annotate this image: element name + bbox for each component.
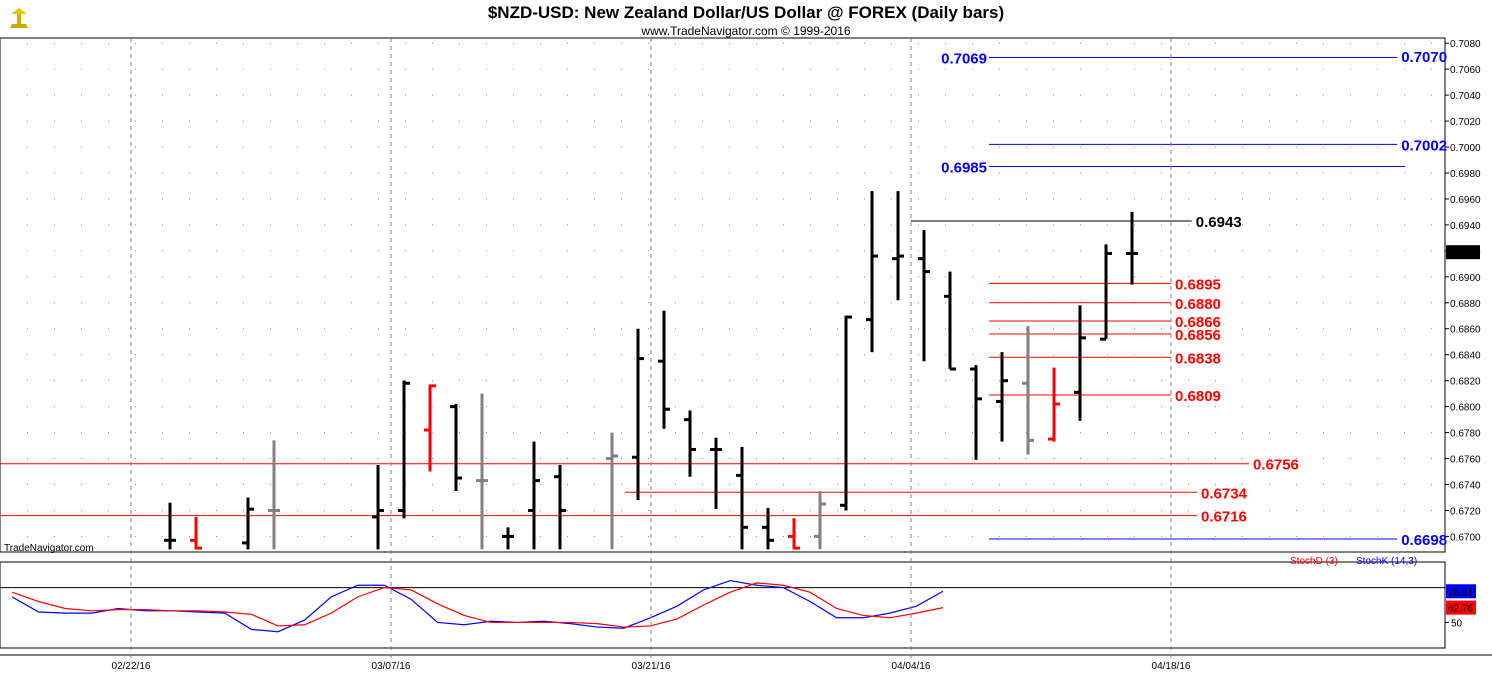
ohlc-bar	[502, 527, 514, 550]
stoch-d-value: 62.76	[1448, 604, 1473, 615]
stoch-legend-entry: StochD (3)	[1290, 556, 1338, 567]
price-tick-label: 0.6740	[1450, 481, 1481, 492]
level-label: 0.6895	[1175, 276, 1221, 293]
level-label: 0.7069	[941, 50, 987, 67]
date-tick-label: 04/04/16	[892, 661, 931, 672]
level-label: 0.6943	[1196, 214, 1242, 231]
ohlc-bar	[164, 502, 176, 550]
chart-title: $NZD-USD: New Zealand Dollar/US Dollar @…	[488, 3, 1004, 22]
stoch-tick-label: 50	[1451, 618, 1463, 629]
stochastic-panel: 50 StochD (3) StochK (14,3) 76.81 62.76	[0, 556, 1476, 649]
last-price-label: 0.6919	[1449, 248, 1480, 259]
stoch-plot-frame	[0, 561, 1446, 649]
ohlc-bar	[190, 516, 202, 550]
price-tick-label: 0.6720	[1450, 506, 1481, 517]
ohlc-bar	[242, 497, 254, 550]
price-tick-label: 0.6880	[1450, 299, 1481, 310]
level-label: 0.6866	[1175, 314, 1221, 331]
ohlc-bar	[1048, 367, 1060, 442]
ohlc-bar	[554, 465, 566, 550]
date-tick-label: 03/21/16	[632, 661, 671, 672]
ohlc-bar	[658, 310, 670, 429]
level-label: 0.6809	[1175, 388, 1221, 405]
stoch-legend-entry: StochK (14,3)	[1356, 556, 1417, 567]
ohlc-bar	[632, 328, 644, 501]
ohlc-bar	[450, 404, 462, 491]
watermark: TradeNavigator.com	[4, 543, 94, 554]
price-tick-label: 0.6820	[1450, 377, 1481, 388]
price-tick-label: 0.7080	[1450, 39, 1481, 50]
date-tick-label: 02/22/16	[112, 661, 151, 672]
level-label: 0.7070	[1401, 49, 1447, 66]
ohlc-bar	[476, 393, 488, 550]
price-tick-label: 0.6840	[1450, 351, 1481, 362]
ohlc-bar	[268, 440, 280, 550]
price-tick-label: 0.6940	[1450, 221, 1481, 232]
level-label: 0.6856	[1175, 327, 1221, 344]
level-label: 0.6698	[1401, 532, 1447, 549]
ohlc-bar	[1022, 326, 1034, 455]
chart-subtitle: www.TradeNavigator.com © 1999-2016	[640, 24, 850, 38]
price-tick-label: 0.7000	[1450, 143, 1481, 154]
ohlc-bar	[736, 446, 748, 550]
stoch-series-line	[11, 582, 944, 628]
price-tick-label: 0.6760	[1450, 455, 1481, 466]
price-panel: 0.7080 0.7060 0.7040 0.7020 0.7000 0.6980 0.69…	[0, 37, 1481, 553]
ohlc-bar	[814, 490, 826, 550]
stoch-d-badge	[1446, 600, 1476, 615]
price-tick-label: 0.6960	[1450, 195, 1481, 206]
level-label: 0.7002	[1401, 137, 1447, 154]
ohlc-bar	[996, 352, 1008, 442]
price-tick-label: 0.6900	[1450, 273, 1481, 284]
ohlc-bar	[944, 271, 956, 371]
ohlc-bar	[372, 465, 384, 550]
ohlc-bar	[970, 365, 982, 460]
stoch-series-line	[11, 579, 944, 633]
ohlc-bar	[840, 315, 852, 511]
level-label: 0.6756	[1253, 457, 1299, 474]
last-price-badge	[1446, 245, 1480, 260]
ohlc-bar	[710, 437, 722, 510]
price-tick-label: 0.7020	[1450, 117, 1481, 128]
date-tick-label: 03/07/16	[372, 661, 411, 672]
level-label: 0.6838	[1175, 350, 1221, 367]
ohlc-bar	[528, 441, 540, 550]
ohlc-bar	[398, 380, 410, 519]
ohlc-bar	[762, 507, 774, 550]
ohlc-bar	[1126, 211, 1138, 285]
ohlc-bar	[1100, 244, 1112, 341]
stoch-k-badge	[1446, 584, 1476, 599]
level-label: 0.6734	[1201, 485, 1248, 502]
ohlc-bar	[606, 432, 618, 550]
ohlc-bar	[918, 230, 930, 362]
ohlc-bar	[892, 191, 904, 301]
price-tick-label: 0.6700	[1450, 532, 1481, 543]
ohlc-bar	[866, 191, 878, 353]
level-label: 0.6716	[1201, 509, 1247, 526]
level-label: 0.6985	[941, 160, 987, 177]
ohlc-bar	[684, 410, 696, 477]
price-tick-label: 0.6980	[1450, 169, 1481, 180]
ohlc-bar	[424, 384, 436, 472]
level-label: 0.6880	[1175, 296, 1221, 313]
ohlc-bar	[1074, 305, 1086, 421]
price-plot-frame	[0, 37, 1446, 553]
stoch-k-value: 76.81	[1448, 587, 1473, 598]
price-tick-label: 0.6860	[1450, 325, 1481, 336]
price-tick-label: 0.6780	[1450, 429, 1481, 440]
logo-icon	[6, 8, 32, 32]
date-tick-label: 04/18/16	[1152, 661, 1191, 672]
price-tick-label: 0.6800	[1450, 403, 1481, 414]
price-tick-label: 0.7040	[1450, 91, 1481, 102]
ohlc-bar	[788, 518, 800, 550]
price-tick-label: 0.7060	[1450, 65, 1481, 76]
